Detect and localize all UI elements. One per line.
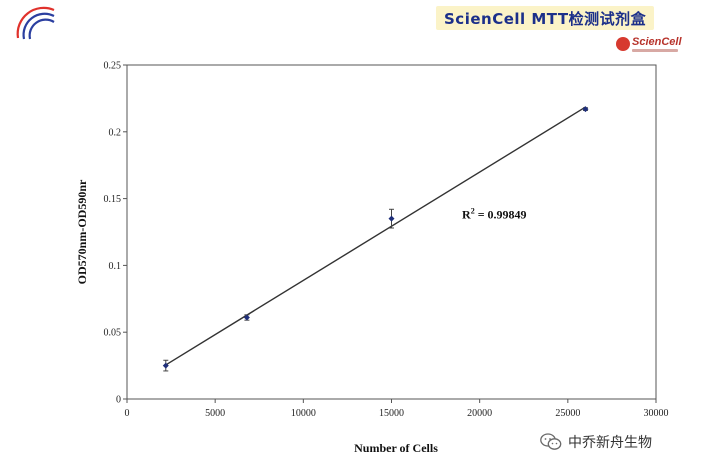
y-axis-title: OD570nm-OD590nr: [75, 179, 89, 284]
x-tick-label: 15000: [379, 408, 404, 419]
sciencell-logo-circle: [616, 37, 630, 51]
y-tick-label: 0.1: [109, 261, 122, 272]
x-tick-label: 5000: [205, 408, 225, 419]
data-point: [388, 215, 395, 222]
data-points: [162, 106, 589, 372]
y-tick-label: 0.25: [104, 61, 122, 72]
x-axis-title: Number of Cells: [354, 441, 438, 455]
sciencell-logo-subline: [632, 49, 678, 52]
data-point: [162, 362, 169, 369]
x-tick-label: 25000: [555, 408, 580, 419]
y-tick-label: 0.15: [104, 194, 122, 205]
trendline-group: [165, 106, 586, 366]
r-squared-value: = 0.99849: [475, 208, 527, 222]
r-squared-base: R: [462, 208, 471, 222]
sciencell-logo-icon: ScienCell: [616, 35, 686, 57]
r-squared-superscript: 2: [471, 207, 475, 216]
x-tick-label: 20000: [467, 408, 492, 419]
banner-title: ScienCell MTT检测试剂盒: [444, 9, 647, 28]
x-tick-label: 30000: [644, 408, 669, 419]
x-tick-label: 10000: [291, 408, 316, 419]
logo-arcs-icon: [16, 6, 55, 40]
x-tick-label: 0: [125, 408, 130, 419]
y-tick-label: 0.2: [109, 127, 122, 138]
r-squared-annotation: R2 = 0.99849: [462, 207, 527, 222]
footer-source: 中乔新舟生物: [540, 432, 652, 452]
y-tick-label: 0: [116, 395, 121, 406]
data-point: [582, 106, 589, 113]
y-axis: 0 0.05 0.1 0.15 0.2 0.25: [104, 61, 127, 406]
plot-area: [126, 64, 657, 400]
data-point: [243, 314, 250, 321]
header-banner: ScienCell MTT检测试剂盒: [436, 6, 655, 30]
y-tick-label: 0.05: [104, 328, 122, 339]
wechat-icon: [540, 433, 562, 450]
footer-source-label: 中乔新舟生物: [568, 435, 652, 451]
trendline: [165, 106, 586, 366]
x-axis: 0 5000 10000 15000 20000 25000 30000: [125, 399, 669, 419]
sciencell-logo-text: ScienCell: [632, 36, 682, 48]
